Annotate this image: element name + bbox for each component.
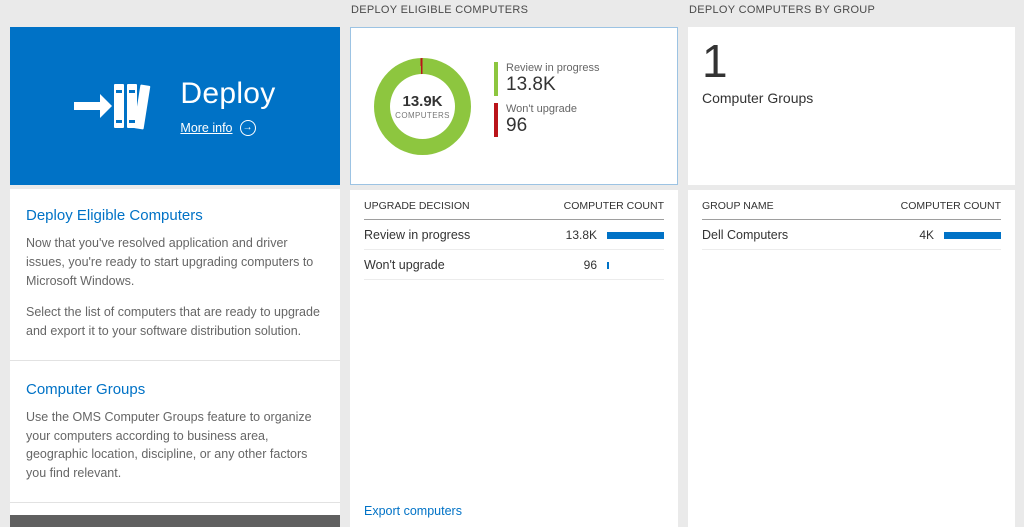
count-bar-track (607, 231, 664, 239)
row-value: 4K (919, 228, 934, 242)
table-row-dell-computers[interactable]: Dell Computers 4K (702, 220, 1001, 250)
section-divider (10, 501, 340, 503)
section-computer-groups: Computer Groups Use the OMS Computer Gro… (10, 363, 340, 500)
legend-label: Won't upgrade (506, 103, 578, 115)
computer-groups-tile[interactable]: 1 Computer Groups (688, 27, 1015, 185)
deploy-tile[interactable]: Deploy More info → (10, 27, 340, 185)
tile-title: Deploy (180, 76, 276, 110)
count-bar (607, 261, 609, 269)
upgrade-decision-panel: UPGRADE DECISION COMPUTER COUNT Review i… (350, 190, 678, 527)
section-heading-deploy-eligible: Deploy Eligible Computers (26, 207, 203, 224)
row-value: 96 (583, 258, 597, 272)
legend-item-review-in-progress[interactable]: Review in progress 13.8K (494, 62, 600, 96)
row-value: 13.8K (565, 228, 597, 242)
column-header-upgrade-decision: UPGRADE DECISION (364, 200, 470, 212)
donut-center-value: 13.9K (402, 93, 443, 110)
section-paragraph-3: Use the OMS Computer Groups feature to o… (26, 409, 312, 480)
legend-value: 13.8K (506, 74, 556, 95)
section-paragraph-2: Select the list of computers that are re… (26, 305, 320, 338)
legend-text: Review in progress 13.8K (506, 62, 600, 96)
table-header-row: GROUP NAME COMPUTER COUNT (702, 190, 1001, 220)
deploy-icon (74, 84, 151, 130)
group-table-panel: GROUP NAME COMPUTER COUNT Dell Computers… (688, 190, 1015, 527)
horizontal-scrollbar[interactable] (10, 515, 340, 527)
column-header-computer-count: COMPUTER COUNT (563, 200, 664, 212)
left-info-panel: Deploy Eligible Computers Now that you'v… (10, 189, 340, 515)
more-info-row: More info → (180, 119, 256, 136)
more-info-link[interactable]: More info (180, 120, 233, 135)
legend-swatch-red (494, 103, 498, 137)
section-heading-computer-groups: Computer Groups (26, 380, 146, 398)
table-row-wont-upgrade[interactable]: Won't upgrade 96 (364, 250, 664, 280)
column-header-computer-count: COMPUTER COUNT (900, 200, 1001, 212)
arrow-right-circle-icon[interactable]: → (239, 119, 256, 136)
eligible-computers-tile[interactable]: 13.9K COMPUTERS Review in progress 13.8K… (350, 27, 678, 185)
section-paragraph-1: Now that you've resolved application and… (26, 236, 314, 288)
group-count: 1 (702, 35, 728, 87)
row-label: Won't upgrade (364, 258, 445, 272)
count-bar (944, 231, 1001, 239)
section-divider (10, 359, 340, 361)
donut-center-label: COMPUTERS (395, 111, 450, 120)
count-bar-track (607, 261, 664, 269)
donut-chart[interactable]: 13.9K COMPUTERS (374, 58, 471, 155)
row-label: Review in progress (364, 228, 471, 242)
legend-item-wont-upgrade[interactable]: Won't upgrade 96 (494, 103, 600, 137)
donut-center: 13.9K COMPUTERS (390, 74, 455, 139)
section-deploy-eligible: Deploy Eligible Computers Now that you'v… (10, 189, 340, 358)
legend-value: 96 (506, 115, 528, 136)
table-header-row: UPGRADE DECISION COMPUTER COUNT (364, 190, 664, 220)
legend-label: Review in progress (506, 62, 600, 74)
middle-column-header: DEPLOY ELIGIBLE COMPUTERS (351, 4, 529, 16)
donut-legend: Review in progress 13.8K Won't upgrade 9… (494, 62, 600, 137)
count-bar-track (944, 231, 1001, 239)
table-row-review-in-progress[interactable]: Review in progress 13.8K (364, 220, 664, 250)
right-column-header: DEPLOY COMPUTERS BY GROUP (689, 4, 876, 16)
column-header-group-name: GROUP NAME (702, 200, 774, 212)
legend-text: Won't upgrade 96 (506, 103, 577, 137)
row-label: Dell Computers (702, 228, 789, 242)
group-count-label: Computer Groups (702, 89, 814, 106)
legend-swatch-green (494, 62, 498, 96)
deploy-tile-text: Deploy More info → (180, 77, 275, 136)
count-bar (607, 231, 664, 239)
export-computers-link[interactable]: Export computers (364, 504, 462, 518)
